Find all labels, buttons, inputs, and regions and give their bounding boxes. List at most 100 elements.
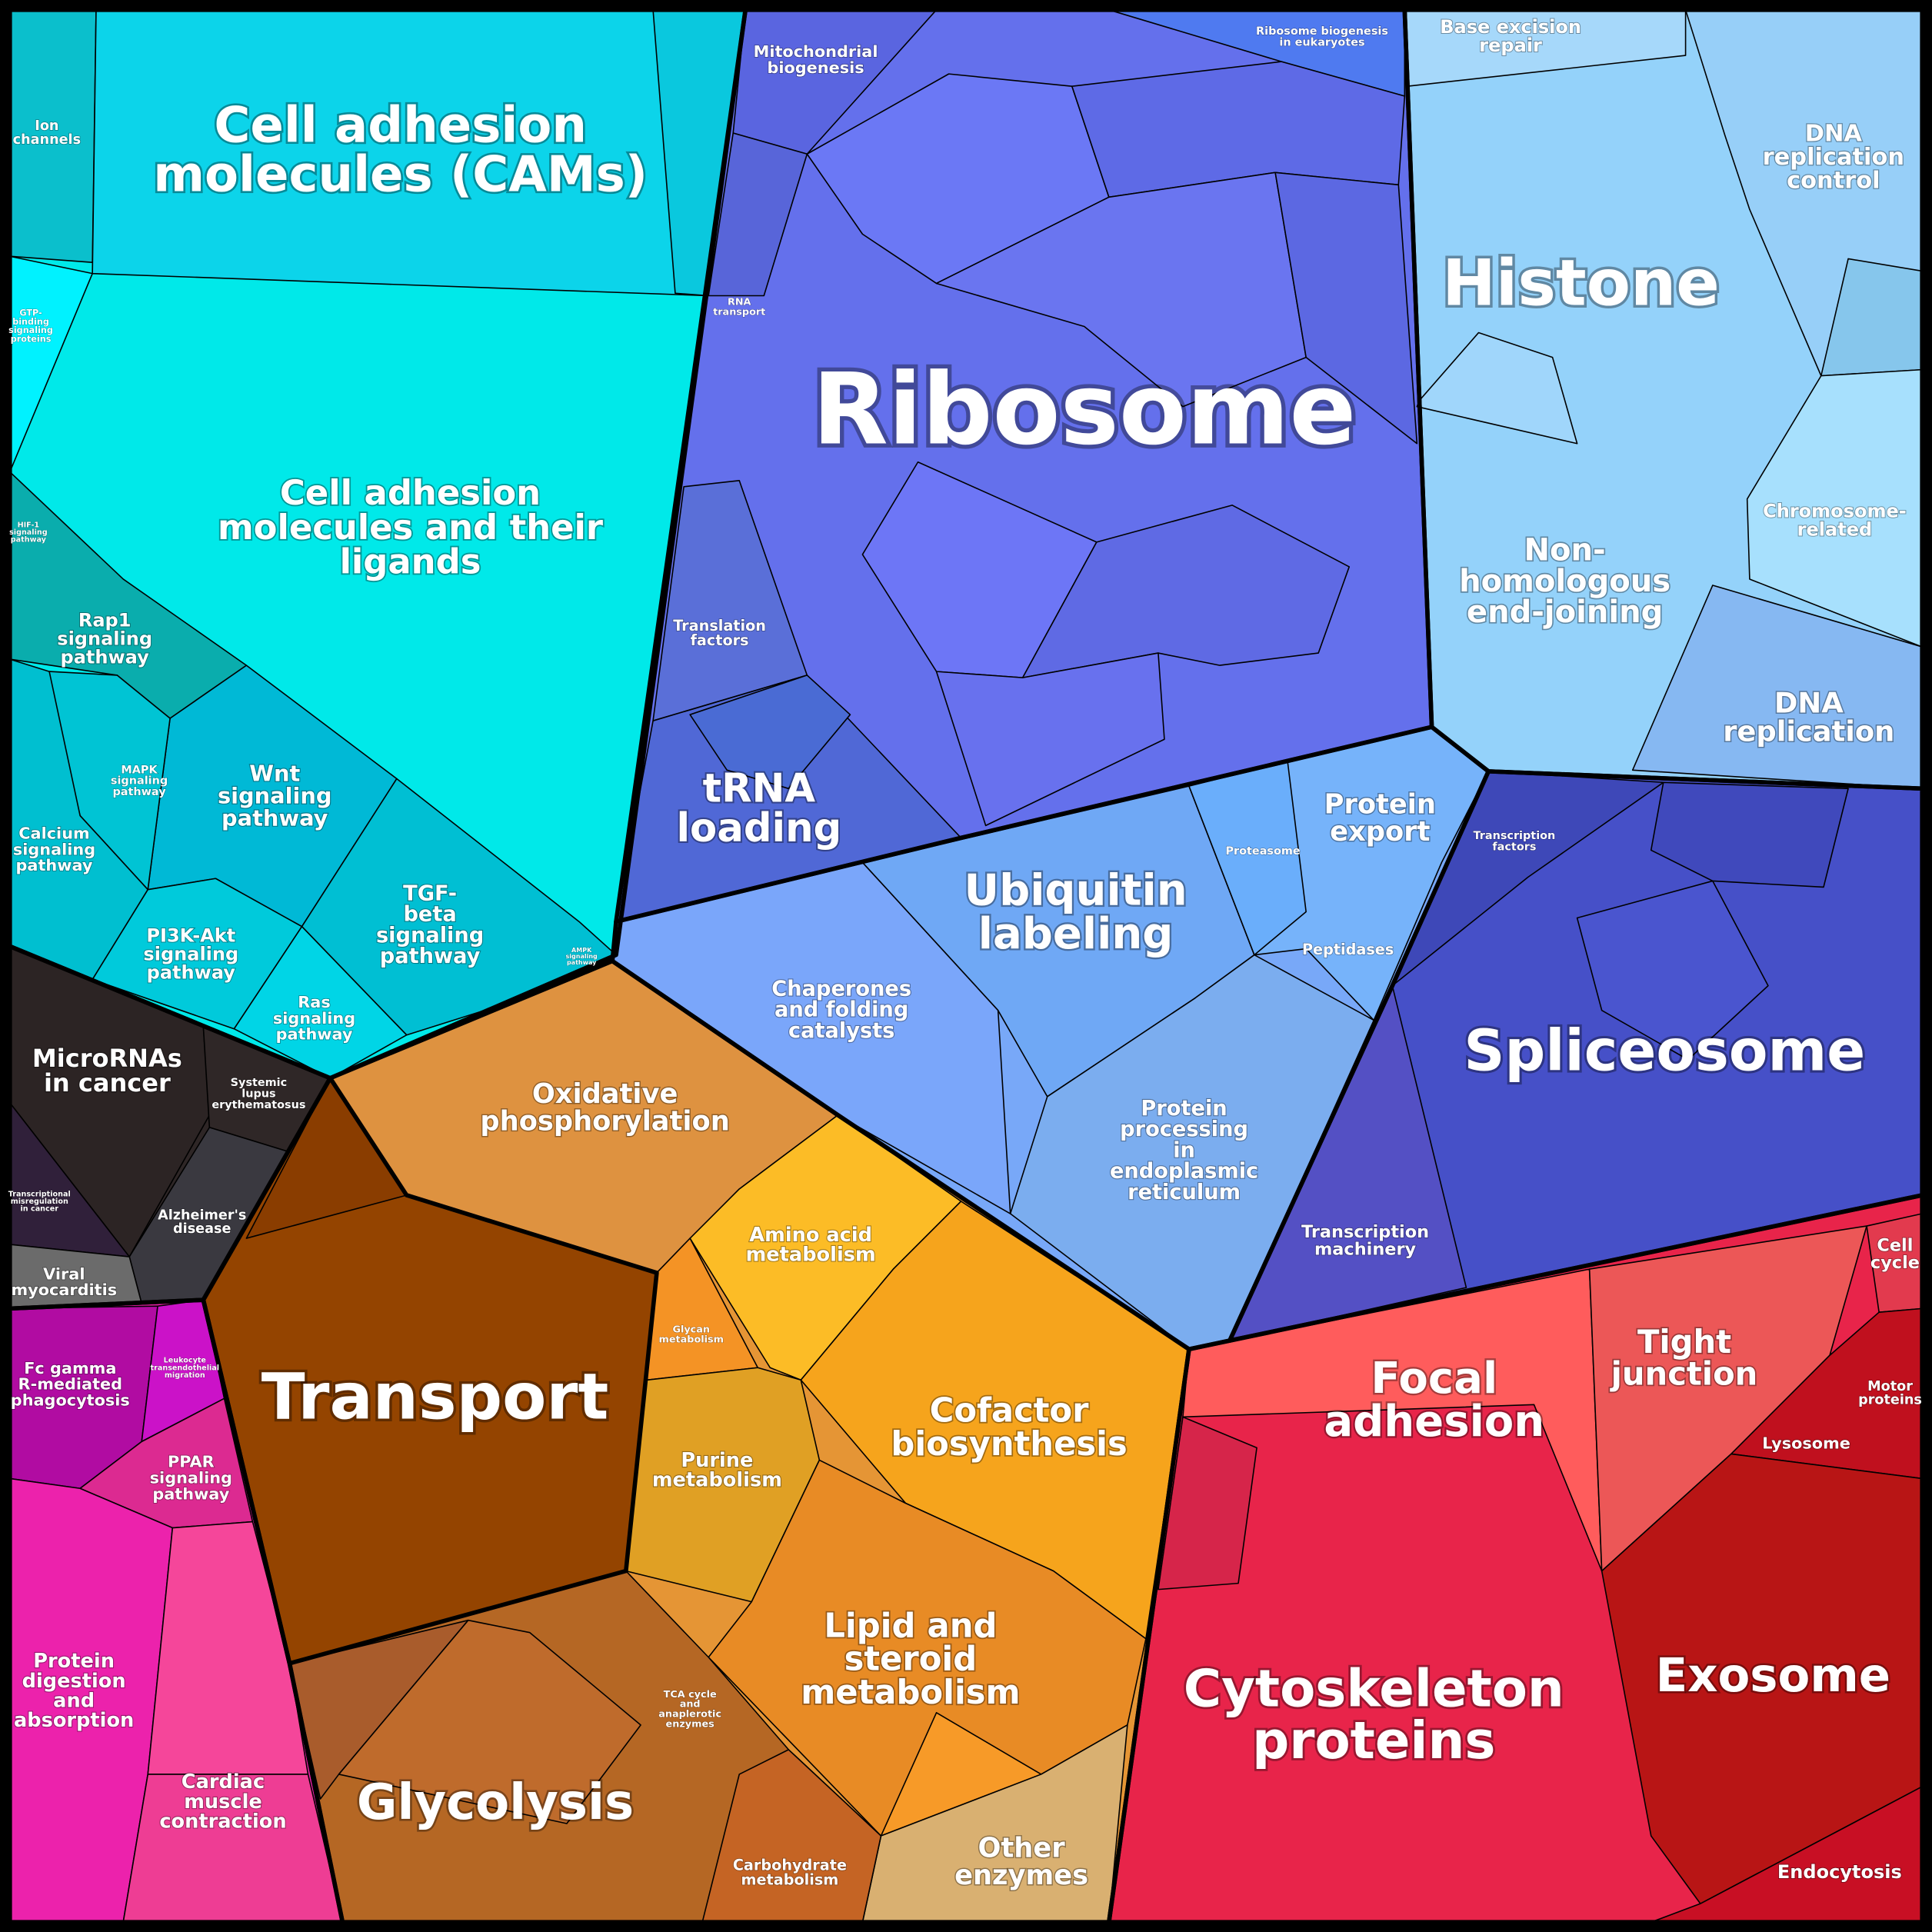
label-line: phosphorylation [480,1105,729,1137]
label-line: Transcription [1301,1222,1429,1242]
region-label: Focal adhesion [1324,1354,1544,1447]
region-label: Protein processing in endoplasmic reticulum [1110,1096,1258,1204]
label-line: labeling [978,908,1174,958]
label-line: steroid [844,1640,978,1678]
region-label: Ubiquitin labeling [964,865,1188,958]
region-label: Systemic lupus erythematosus [212,1077,305,1111]
label-line: and folding [774,998,908,1021]
label-line: MicroRNAs [32,1044,182,1073]
label-line: TCA cycle [664,1688,717,1700]
cell [701,1749,882,1923]
label-line: GTP- [19,308,42,318]
label-line: Cytoskeleton [1184,1658,1564,1718]
cell [935,652,1165,827]
label-line: metabolism [801,1673,1020,1711]
label-line: adhesion [1324,1397,1544,1447]
label-line: Motor [1867,1379,1913,1394]
label-line: disease [173,1221,231,1237]
label-line: Rap1 [78,609,132,631]
label-line: Transcription [1474,830,1556,842]
label-line: Spliceosome [1464,1018,1865,1084]
label-line: Non- [1524,533,1606,568]
label-line: Tight [1637,1323,1731,1361]
cell [689,675,851,790]
label-line: transport [713,306,765,318]
label-line: Ras [298,993,330,1011]
region-label: Transcription machinery [1301,1222,1429,1259]
label-line: channels [13,132,81,148]
region-label: DNA replication control [1763,120,1904,194]
label-line: signaling [57,628,152,649]
label-line: proteins [1252,1710,1495,1770]
region-label: Transcription factors [1474,830,1556,853]
label-line: biogenesis [767,58,864,77]
label-line: phagocytosis [11,1391,130,1410]
label-line: Protein [1324,789,1436,821]
label-line: signaling [273,1009,355,1028]
label-line: TGF- [403,881,457,905]
label-line: pathway [276,1025,353,1044]
region-label: Spliceosome [1464,1018,1865,1084]
label-line: DNA [1774,686,1844,719]
label-line: Endocytosis [1777,1861,1902,1883]
label-line: Other [978,1833,1066,1864]
region-label: Chaperones and folding catalysts [771,977,911,1042]
label-line: pathway [222,804,328,831]
label-line: Carbohydrate [733,1856,847,1874]
label-line: AMPK [571,947,592,954]
label-line: Cardiac [182,1770,265,1794]
label-line: end-joining [1467,595,1663,630]
label-line: factors [1492,841,1536,853]
label-line: pathway [112,786,166,798]
region-label: Protein digestion and absorption [14,1650,134,1732]
label-line: Transport [261,1359,609,1434]
region-label: Wnt signaling pathway [218,761,332,831]
label-line: tRNA [703,766,816,812]
label-line: pathway [567,959,597,966]
region-label: Ribosome [812,353,1356,468]
label-line: Purine [681,1449,753,1472]
region-label: Histone [1442,245,1720,320]
region-label: Leukocyte transendothelial migration [151,1357,220,1380]
label-line: enzymes [954,1860,1088,1891]
label-line: replication [1763,144,1904,171]
label-line: Systemic [231,1077,288,1089]
label-line: signaling [13,840,95,858]
labels: Ion channels Cell adhesion molecules (CAMs)… [8,15,1922,1892]
region-label: Chromosome-related [1763,501,1907,541]
region-label: Cytoskeleton proteins [1184,1658,1564,1770]
label-line: metabolism [741,1870,838,1888]
region-label: Amino acid metabolism [746,1224,876,1267]
label-line: Chromosome- [1763,501,1907,522]
region-label: Protein export [1324,789,1436,848]
label-line: Wnt [249,761,300,787]
label-line: pathway [380,944,481,968]
label-line: Oxidative [532,1078,678,1110]
label-line: Proteasome [1225,845,1300,858]
label-line: beta [403,902,456,926]
label-line: processing [1120,1118,1248,1141]
label-line: metabolism [659,1334,724,1345]
label-line: ligands [340,541,481,582]
region-label: Lipid and steroid metabolism [801,1607,1020,1712]
region-label: PPAR signaling pathway [150,1453,232,1504]
label-line: enzymes [666,1718,715,1730]
cell [1158,1416,1257,1591]
region-label: Tight junction [1610,1323,1758,1393]
label-line: metabolism [652,1469,782,1492]
label-line: signaling [8,325,53,335]
label-line: muscle [184,1790,262,1814]
label-line: and [53,1689,95,1712]
label-line: Cell [1877,1235,1913,1255]
label-line: signaling [111,775,168,788]
label-line: Glycan [672,1324,710,1335]
label-line: related [1797,519,1873,541]
label-line: Ribosome biogenesis [1256,25,1388,38]
label-line: junction [1610,1354,1758,1392]
label-line: lupus [242,1088,275,1101]
region-label: MAPK signaling pathway [111,764,168,798]
region-label: Cardiac muscle contraction [159,1770,286,1833]
label-line: Ion [35,118,58,134]
